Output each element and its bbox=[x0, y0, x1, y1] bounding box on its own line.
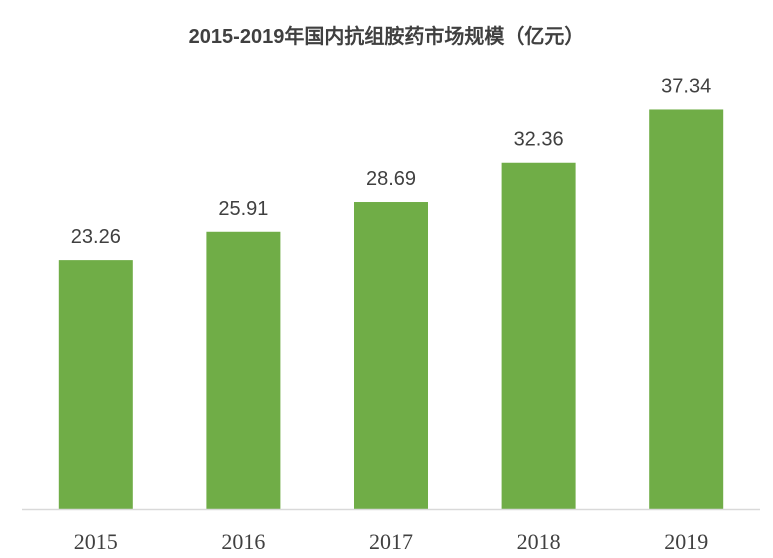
bar-2019 bbox=[649, 109, 724, 509]
chart-title: 2015-2019年国内抗组胺药市场规模（亿元） bbox=[188, 26, 585, 48]
value-labels-group: 23.26 25.91 28.69 32.36 37.34 bbox=[71, 75, 711, 248]
bar-2018 bbox=[501, 162, 576, 510]
bars-group bbox=[58, 109, 724, 510]
value-label-2018: 32.36 bbox=[514, 129, 564, 151]
bar-2017 bbox=[354, 202, 428, 509]
value-label-2017: 28.69 bbox=[366, 168, 416, 190]
x-tick-label-2017: 2017 bbox=[369, 529, 413, 554]
value-label-2015: 23.26 bbox=[71, 226, 121, 248]
x-tick-label-2016: 2016 bbox=[221, 529, 265, 554]
x-tick-label-2015: 2015 bbox=[74, 529, 118, 554]
x-tick-labels-group: 2015 2016 2017 2018 2019 bbox=[74, 529, 708, 554]
value-label-2019: 37.34 bbox=[661, 75, 711, 97]
bar-2016 bbox=[206, 231, 281, 509]
bar-2015 bbox=[58, 260, 133, 509]
x-tick-label-2018: 2018 bbox=[517, 529, 561, 554]
value-label-2016: 25.91 bbox=[218, 198, 268, 220]
x-tick-label-2019: 2019 bbox=[664, 529, 708, 554]
